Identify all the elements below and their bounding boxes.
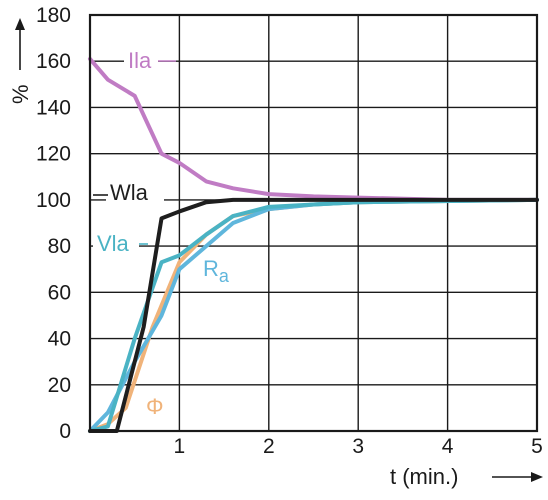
label-background	[124, 46, 158, 70]
x-tick-label: 2	[263, 435, 275, 458]
label-background	[93, 229, 139, 253]
y-tick-label: 20	[48, 374, 71, 397]
y-tick-label: 100	[36, 189, 71, 212]
x-tick-label: 4	[442, 435, 454, 458]
x-axis-label: t (min.)	[390, 464, 458, 489]
series-label: Wla	[110, 180, 149, 205]
x-tick-label: 5	[531, 435, 543, 458]
y-tick-label: 40	[48, 328, 71, 351]
x-tick-labels: 1 2 3 4 5	[174, 435, 543, 458]
x-axis-arrow	[492, 472, 543, 482]
y-tick-label: 140	[36, 96, 71, 119]
y-tick-label: 60	[48, 281, 71, 304]
plot-frame	[88, 13, 539, 433]
series-label: Ra	[203, 256, 230, 286]
y-tick-label: 180	[36, 4, 71, 27]
series-label: Vla	[97, 231, 130, 256]
y-tick-label: 0	[59, 420, 71, 443]
y-tick-label: 120	[36, 143, 71, 166]
y-axis-label: %	[8, 84, 33, 104]
series-labels: Ila Wla Vla Ra Φ	[93, 46, 230, 419]
series-lines	[88, 56, 539, 433]
series-line-vla	[88, 197, 539, 433]
y-tick-label: 160	[36, 50, 71, 73]
y-tick-label: 80	[48, 235, 71, 258]
series-line-wla	[88, 197, 539, 433]
grid	[89, 14, 538, 432]
series-label: Ila	[128, 48, 152, 73]
series-label: Φ	[146, 394, 164, 419]
y-axis-arrow	[15, 18, 25, 70]
x-tick-label: 3	[352, 435, 364, 458]
y-tick-labels: 0 20 40 60 80 100 120 140 160 180	[36, 4, 71, 443]
label-background	[106, 178, 164, 202]
x-tick-label: 1	[174, 435, 186, 458]
